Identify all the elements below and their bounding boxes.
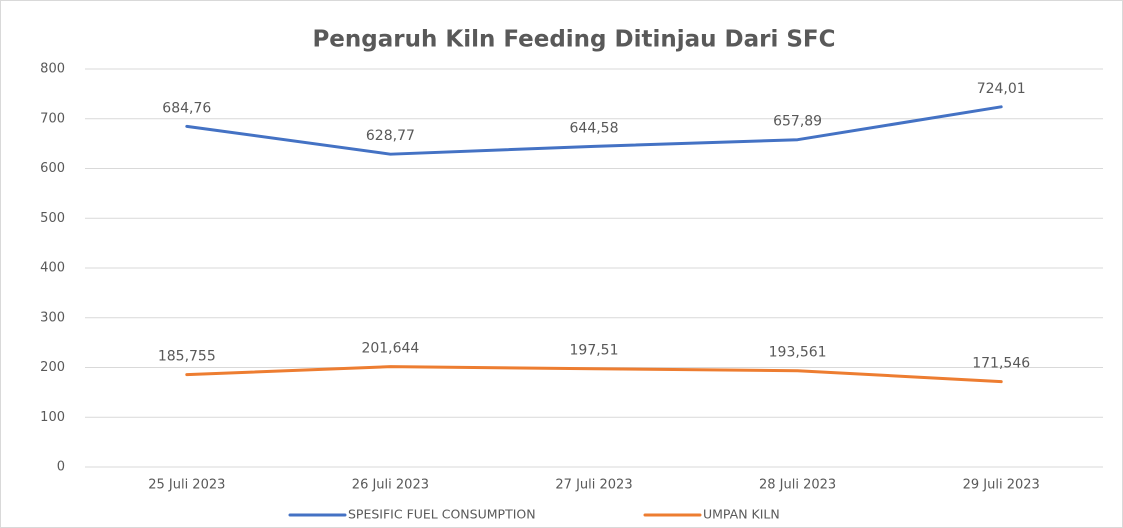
- data-label: 197,51: [570, 343, 619, 359]
- y-tick-label: 600: [40, 161, 65, 176]
- x-tick-label: 26 Juli 2023: [352, 478, 429, 493]
- y-tick-label: 300: [40, 310, 65, 325]
- data-label: 171,546: [972, 356, 1030, 372]
- y-tick-label: 800: [40, 62, 65, 77]
- legend-label: UMPAN KILN: [703, 507, 780, 522]
- y-tick-label: 0: [57, 460, 65, 475]
- y-tick-label: 400: [40, 261, 65, 276]
- x-tick-label: 25 Juli 2023: [148, 478, 225, 493]
- data-label: 193,561: [769, 345, 827, 361]
- data-label: 201,644: [361, 341, 419, 357]
- series-line: [185, 105, 1003, 156]
- chart-title: Pengaruh Kiln Feeding Ditinjau Dari SFC: [312, 27, 835, 53]
- x-tick-label: 27 Juli 2023: [555, 478, 632, 493]
- x-tick-label: 29 Juli 2023: [963, 478, 1040, 493]
- y-tick-label: 700: [40, 111, 65, 126]
- data-label: 644,58: [570, 120, 619, 136]
- y-tick-label: 100: [40, 410, 65, 425]
- data-label: 185,755: [158, 349, 216, 365]
- data-label: 724,01: [977, 81, 1026, 97]
- y-tick-label: 200: [40, 360, 65, 375]
- x-tick-label: 28 Juli 2023: [759, 478, 836, 493]
- series-line: [185, 365, 1003, 384]
- data-label: 684,76: [162, 100, 211, 116]
- data-label: 657,89: [773, 114, 822, 130]
- data-label: 628,77: [366, 128, 415, 144]
- y-tick-label: 500: [40, 211, 65, 226]
- legend-label: SPESIFIC FUEL CONSUMPTION: [348, 507, 536, 522]
